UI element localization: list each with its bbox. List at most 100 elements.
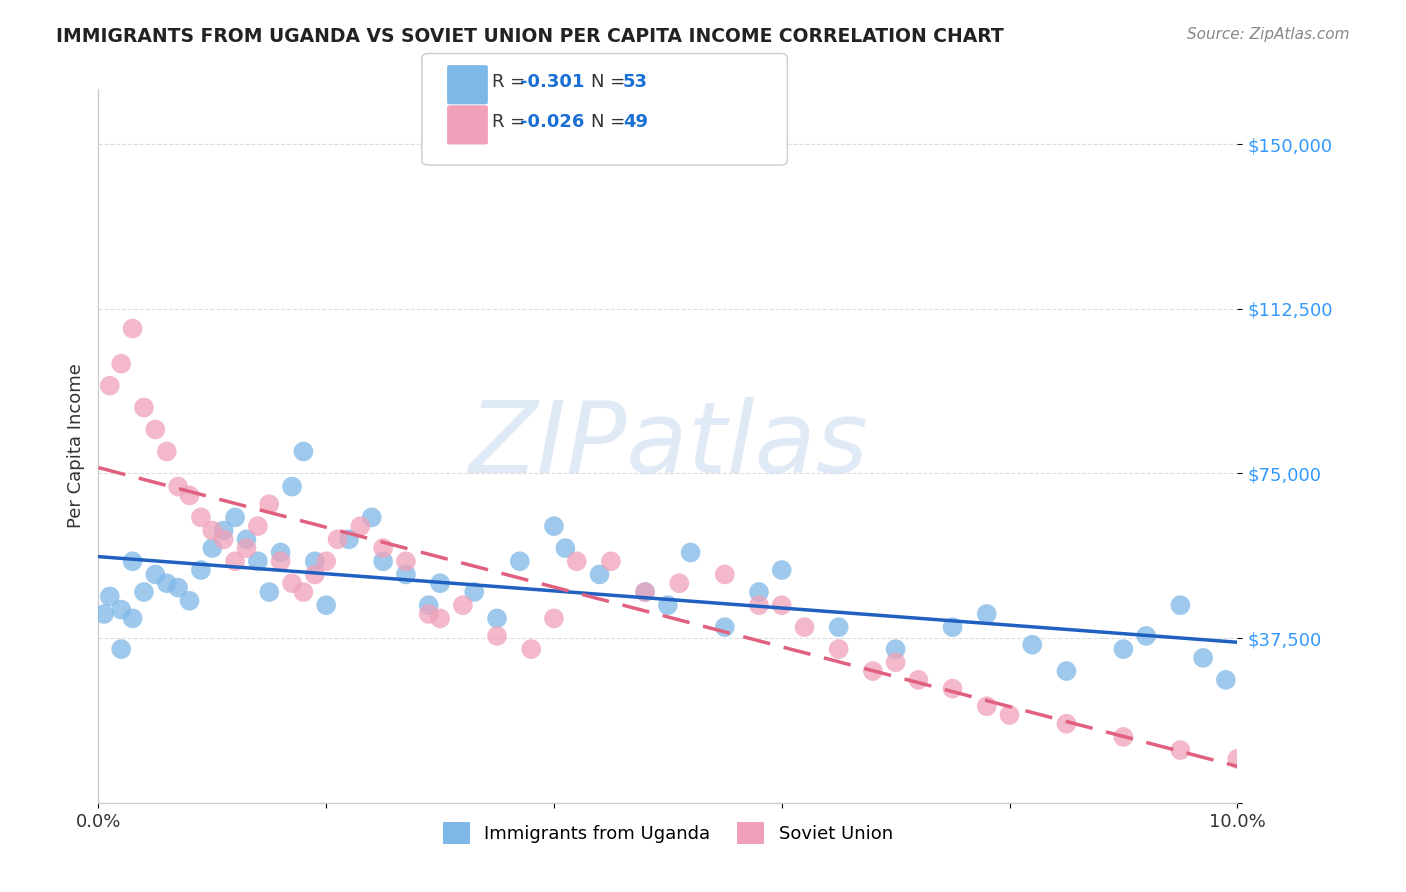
Soviet Union: [942, 681, 965, 696]
Immigrants from Uganda: [98, 590, 121, 604]
Immigrants from Uganda: [634, 585, 657, 599]
Soviet Union: [828, 642, 851, 657]
Immigrants from Uganda: [486, 611, 509, 625]
Text: -0.301: -0.301: [520, 73, 585, 91]
Soviet Union: [281, 576, 304, 591]
Soviet Union: [418, 607, 440, 621]
Soviet Union: [907, 673, 929, 687]
Immigrants from Uganda: [554, 541, 576, 555]
Soviet Union: [395, 554, 418, 568]
Soviet Union: [543, 611, 565, 625]
Immigrants from Uganda: [110, 642, 132, 657]
Legend: Immigrants from Uganda, Soviet Union: Immigrants from Uganda, Soviet Union: [436, 814, 900, 851]
Soviet Union: [486, 629, 509, 643]
Immigrants from Uganda: [588, 567, 610, 582]
Soviet Union: [793, 620, 815, 634]
Soviet Union: [156, 444, 179, 458]
Immigrants from Uganda: [235, 533, 257, 547]
Soviet Union: [862, 664, 884, 678]
Soviet Union: [373, 541, 395, 555]
Immigrants from Uganda: [281, 480, 304, 494]
Immigrants from Uganda: [1021, 638, 1043, 652]
Immigrants from Uganda: [360, 510, 382, 524]
Y-axis label: Per Capita Income: Per Capita Income: [66, 364, 84, 528]
Soviet Union: [600, 554, 623, 568]
Immigrants from Uganda: [212, 524, 235, 538]
Soviet Union: [132, 401, 155, 415]
Immigrants from Uganda: [121, 611, 143, 625]
Immigrants from Uganda: [246, 554, 269, 568]
Immigrants from Uganda: [93, 607, 115, 621]
Immigrants from Uganda: [270, 545, 292, 559]
Immigrants from Uganda: [748, 585, 770, 599]
Immigrants from Uganda: [463, 585, 485, 599]
Soviet Union: [1056, 716, 1078, 731]
Immigrants from Uganda: [259, 585, 281, 599]
Soviet Union: [520, 642, 543, 657]
Immigrants from Uganda: [942, 620, 965, 634]
Immigrants from Uganda: [418, 598, 440, 612]
Immigrants from Uganda: [1112, 642, 1135, 657]
Soviet Union: [235, 541, 257, 555]
Soviet Union: [976, 699, 998, 714]
Immigrants from Uganda: [1056, 664, 1078, 678]
Immigrants from Uganda: [337, 533, 360, 547]
Soviet Union: [98, 378, 121, 392]
Text: 49: 49: [623, 113, 648, 131]
Soviet Union: [121, 321, 143, 335]
Soviet Union: [884, 655, 907, 669]
Immigrants from Uganda: [373, 554, 395, 568]
Soviet Union: [770, 598, 793, 612]
Immigrants from Uganda: [201, 541, 224, 555]
Immigrants from Uganda: [1170, 598, 1192, 612]
Text: IMMIGRANTS FROM UGANDA VS SOVIET UNION PER CAPITA INCOME CORRELATION CHART: IMMIGRANTS FROM UGANDA VS SOVIET UNION P…: [56, 27, 1004, 45]
Soviet Union: [179, 488, 201, 502]
Immigrants from Uganda: [304, 554, 326, 568]
Soviet Union: [1112, 730, 1135, 744]
Text: R =: R =: [492, 113, 531, 131]
Immigrants from Uganda: [395, 567, 418, 582]
Soviet Union: [224, 554, 246, 568]
Soviet Union: [748, 598, 770, 612]
Soviet Union: [668, 576, 690, 591]
Immigrants from Uganda: [509, 554, 531, 568]
Soviet Union: [714, 567, 737, 582]
Immigrants from Uganda: [770, 563, 793, 577]
Soviet Union: [429, 611, 451, 625]
Soviet Union: [998, 708, 1021, 723]
Soviet Union: [212, 533, 235, 547]
Soviet Union: [1170, 743, 1192, 757]
Soviet Union: [270, 554, 292, 568]
Text: 53: 53: [623, 73, 648, 91]
Immigrants from Uganda: [976, 607, 998, 621]
Immigrants from Uganda: [145, 567, 167, 582]
Text: Source: ZipAtlas.com: Source: ZipAtlas.com: [1187, 27, 1350, 42]
Immigrants from Uganda: [190, 563, 212, 577]
Soviet Union: [304, 567, 326, 582]
Text: N =: N =: [591, 73, 630, 91]
Soviet Union: [201, 524, 224, 538]
Immigrants from Uganda: [884, 642, 907, 657]
Soviet Union: [110, 357, 132, 371]
Soviet Union: [634, 585, 657, 599]
Immigrants from Uganda: [292, 444, 315, 458]
Text: R =: R =: [492, 73, 531, 91]
Soviet Union: [1226, 752, 1249, 766]
Soviet Union: [326, 533, 349, 547]
Soviet Union: [259, 497, 281, 511]
Soviet Union: [167, 480, 190, 494]
Immigrants from Uganda: [679, 545, 702, 559]
Soviet Union: [246, 519, 269, 533]
Immigrants from Uganda: [132, 585, 155, 599]
Soviet Union: [292, 585, 315, 599]
Immigrants from Uganda: [657, 598, 679, 612]
Immigrants from Uganda: [1192, 651, 1215, 665]
Immigrants from Uganda: [167, 581, 190, 595]
Soviet Union: [565, 554, 588, 568]
Soviet Union: [315, 554, 337, 568]
Immigrants from Uganda: [110, 602, 132, 616]
Immigrants from Uganda: [1237, 664, 1260, 678]
Immigrants from Uganda: [1135, 629, 1157, 643]
Immigrants from Uganda: [429, 576, 451, 591]
Immigrants from Uganda: [121, 554, 143, 568]
